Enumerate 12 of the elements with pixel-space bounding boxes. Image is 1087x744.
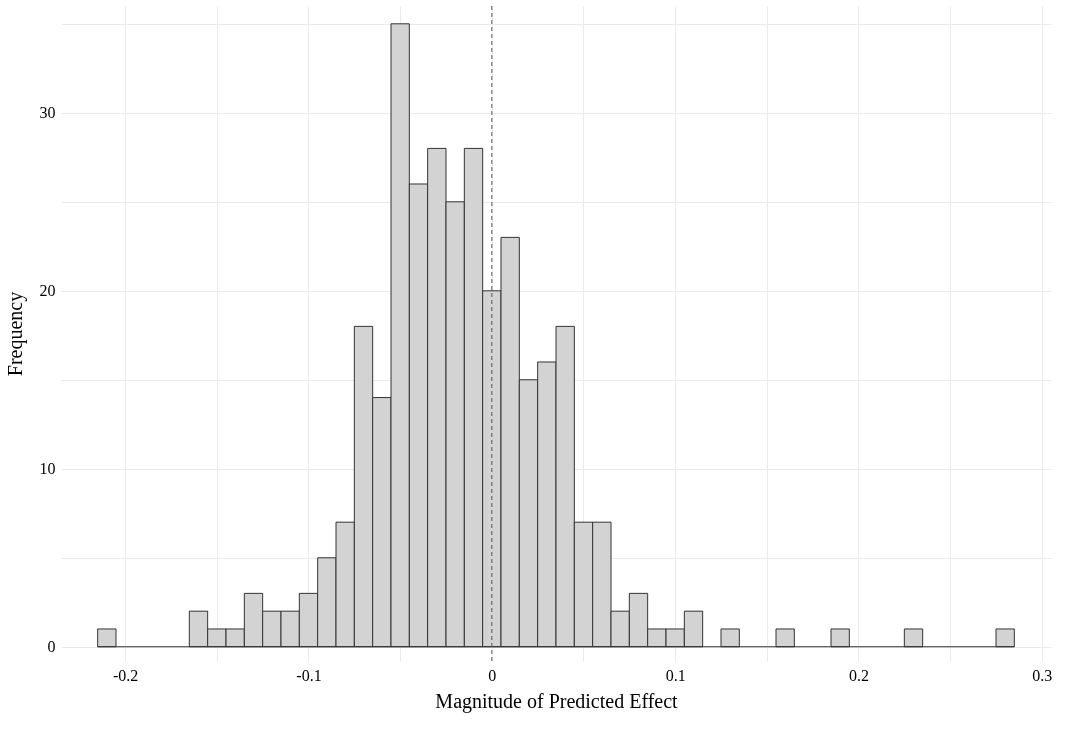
x-axis-title: Magnitude of Predicted Effect [435, 689, 679, 713]
x-tick-label: -0.2 [113, 666, 139, 684]
y-tick-label: 10 [39, 460, 56, 478]
y-axis-title: Frequency [3, 291, 27, 377]
y-tick-label: 0 [47, 638, 56, 656]
x-tick-label: 0 [488, 666, 497, 684]
x-tick-label: 0.2 [849, 666, 869, 684]
y-tick-label: 20 [39, 282, 56, 300]
x-tick-label: 0.3 [1032, 666, 1053, 684]
y-tick-label: 30 [39, 104, 56, 122]
x-tick-label: 0.1 [665, 666, 686, 684]
x-tick-label: -0.1 [296, 666, 322, 684]
